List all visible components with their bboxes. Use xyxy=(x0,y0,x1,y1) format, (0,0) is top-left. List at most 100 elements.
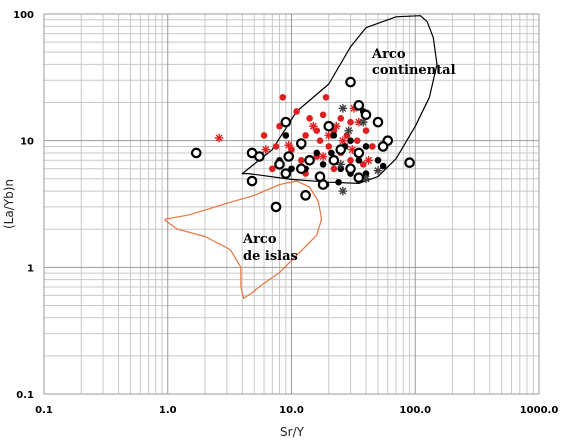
data-point xyxy=(331,121,341,131)
data-point xyxy=(345,76,356,88)
asterisk-stroke xyxy=(359,118,367,126)
data-point xyxy=(284,140,294,150)
x-tick-label: 100.0 xyxy=(399,405,431,416)
data-point xyxy=(297,156,305,164)
data-point xyxy=(344,126,354,135)
data-point xyxy=(373,166,383,175)
data-point xyxy=(364,155,373,165)
x-tick-label: 10.0 xyxy=(279,405,304,416)
y-tick-label: 100 xyxy=(13,10,34,21)
data-point xyxy=(359,161,367,168)
data-point xyxy=(372,116,384,128)
data-point xyxy=(330,165,338,173)
data-point xyxy=(369,143,376,150)
asterisk-stroke xyxy=(319,152,327,161)
region-label-arco-de-islas: Arco de islas xyxy=(242,232,298,264)
region-label-arco-de-islas-line2: de islas xyxy=(243,249,298,264)
data-point xyxy=(374,156,382,164)
region-labels: Arco continental Arco de islas xyxy=(242,47,456,264)
data-point xyxy=(295,163,307,175)
asterisk-stroke xyxy=(345,127,353,135)
data-point xyxy=(269,165,276,173)
data-point xyxy=(319,111,327,119)
data-point xyxy=(335,144,347,155)
data-point xyxy=(293,108,300,115)
series-4-open-circle xyxy=(190,76,415,213)
grid xyxy=(43,13,540,395)
data-point xyxy=(404,157,415,168)
region-label-arco-continental-line2: continental xyxy=(372,63,456,78)
data-point xyxy=(355,156,363,164)
asterisk-stroke xyxy=(374,167,382,175)
asterisk-stroke xyxy=(339,137,347,145)
data-point xyxy=(362,127,370,134)
region-label-arco-de-islas-line1: Arco xyxy=(242,232,277,247)
x-tick-label: 0.1 xyxy=(35,405,53,416)
data-point xyxy=(337,165,345,173)
data-point xyxy=(345,163,356,175)
data-point xyxy=(300,190,311,201)
data-point xyxy=(313,149,321,157)
data-point xyxy=(308,121,318,131)
data-point xyxy=(328,149,335,157)
asterisk-stroke xyxy=(339,187,347,195)
data-point xyxy=(337,115,345,122)
asterisk-stroke xyxy=(362,175,370,183)
x-axis-title: Sr/Y xyxy=(280,425,305,439)
y-tick-label: 1 xyxy=(27,263,34,274)
region-outline-arco-continental xyxy=(241,15,438,184)
data-point xyxy=(353,147,365,159)
data-point xyxy=(288,146,295,153)
data-point xyxy=(338,104,348,113)
x-tick-label: 1.0 xyxy=(159,405,177,416)
y-axis-title: (La/Yb)n xyxy=(2,179,16,229)
data-point xyxy=(190,147,202,159)
x-tick-label: 1000.0 xyxy=(520,405,559,416)
asterisk-stroke xyxy=(348,146,356,154)
data-point xyxy=(306,115,313,122)
data-point xyxy=(347,156,354,164)
y-tick-label: 10 xyxy=(20,137,34,148)
data-point xyxy=(325,143,333,150)
data-point xyxy=(318,152,328,161)
data-point xyxy=(362,143,370,150)
asterisk-stroke xyxy=(309,122,317,130)
data-point xyxy=(338,186,348,196)
y-tick-label: 0.1 xyxy=(16,390,34,401)
plot-frame xyxy=(43,13,540,395)
series-layer xyxy=(190,76,415,213)
data-point xyxy=(304,154,315,166)
data-point xyxy=(302,132,309,139)
asterisk-stroke xyxy=(285,141,293,149)
data-point xyxy=(319,161,327,168)
asterisk-stroke xyxy=(325,131,333,139)
data-point xyxy=(377,141,389,152)
data-point xyxy=(353,137,361,144)
asterisk-stroke xyxy=(215,134,223,142)
asterisk-stroke xyxy=(337,160,345,168)
data-point xyxy=(335,178,342,186)
data-point xyxy=(272,143,280,150)
series-3-asterisk xyxy=(336,104,383,196)
region-outline-arco-de-islas xyxy=(164,180,323,299)
data-point xyxy=(323,120,335,132)
data-point xyxy=(316,137,324,144)
data-point xyxy=(353,172,365,184)
data-point xyxy=(283,151,295,162)
asterisk-stroke xyxy=(339,104,347,112)
data-point xyxy=(246,175,258,187)
region-label-arco-continental-line1: Arco xyxy=(371,47,406,62)
data-point xyxy=(280,168,292,179)
data-point xyxy=(353,100,365,111)
data-point xyxy=(379,162,387,170)
data-point xyxy=(280,116,292,128)
data-point xyxy=(317,179,329,190)
tick-labels: 0.1 1.0 10.0 100.0 1000.0 0.1 1 10 100 xyxy=(13,10,558,416)
regions xyxy=(164,15,438,299)
data-point xyxy=(347,118,354,126)
asterisk-stroke xyxy=(262,146,270,154)
data-point xyxy=(214,133,224,143)
region-label-arco-continental: Arco continental xyxy=(371,47,456,78)
data-point xyxy=(274,159,285,170)
